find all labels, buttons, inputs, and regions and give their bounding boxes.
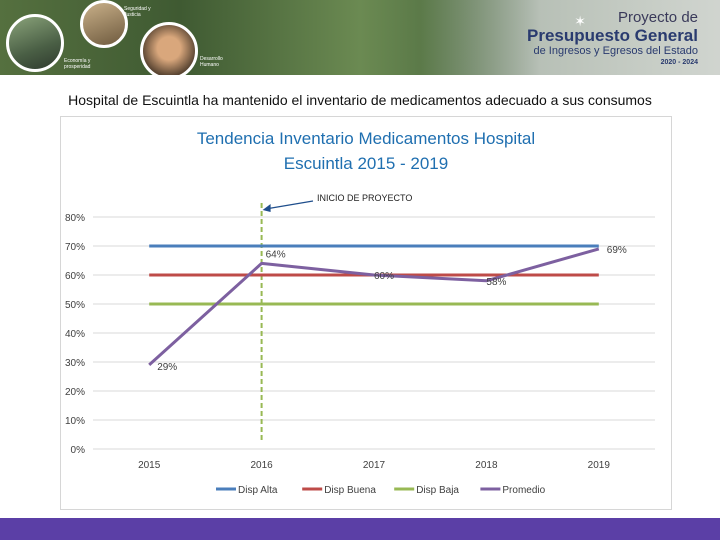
photo-human-development — [140, 22, 198, 75]
chart-title-line-2: Escuintla 2015 - 2019 — [284, 154, 448, 173]
legend-label: Disp Alta — [238, 485, 278, 496]
y-tick-label: 50% — [65, 300, 85, 311]
annotation-arrow-head — [262, 204, 271, 212]
caption-security: Seguridad y Justicia — [124, 6, 151, 18]
header-banner: Seguridad y Justicia Economía y prosperi… — [0, 0, 720, 75]
x-tick-label: 2016 — [250, 460, 273, 471]
legend-label: Promedio — [502, 485, 545, 496]
caption-economy: Economía y prosperidad — [64, 58, 91, 70]
brand-star-icon: ✶ — [574, 13, 586, 29]
photo-economy — [6, 14, 64, 72]
brand-line-4: 2020 - 2024 — [660, 59, 698, 66]
y-tick-label: 10% — [65, 416, 85, 427]
brand-line-1: Proyecto de — [617, 9, 698, 26]
brand-logo: ✶ Proyecto de Presupuesto General de Ing… — [527, 10, 698, 67]
line-chart: Tendencia Inventario Medicamentos Hospit… — [65, 129, 655, 496]
x-tick-label: 2017 — [363, 460, 386, 471]
data-label: 58% — [486, 277, 506, 288]
banner-fade — [420, 0, 720, 75]
y-tick-label: 20% — [65, 387, 85, 398]
brand-line-2: Presupuesto General — [526, 26, 698, 45]
x-tick-label: 2019 — [588, 460, 611, 471]
data-label: 29% — [157, 362, 177, 373]
y-tick-label: 70% — [65, 242, 85, 253]
annotation-label: INICIO DE PROYECTO — [317, 193, 412, 203]
annotation-arrow — [265, 200, 314, 210]
y-tick-label: 30% — [65, 358, 85, 369]
data-label: 64% — [266, 249, 286, 260]
caption-human-development: Desarrollo Humano — [200, 56, 223, 68]
y-tick-label: 0% — [71, 445, 86, 456]
data-label: 69% — [607, 245, 627, 256]
footer-bar — [0, 518, 720, 540]
chart-card: Tendencia Inventario Medicamentos Hospit… — [60, 116, 672, 510]
legend-label: Disp Baja — [416, 485, 459, 496]
y-tick-label: 80% — [65, 213, 85, 224]
data-label: 60% — [374, 271, 394, 282]
legend-label: Disp Buena — [324, 485, 376, 496]
y-tick-label: 60% — [65, 271, 85, 282]
chart-title-line-1: Tendencia Inventario Medicamentos Hospit… — [197, 129, 535, 148]
brand-line-3: de Ingresos y Egresos del Estado — [533, 45, 698, 57]
x-tick-label: 2018 — [475, 460, 498, 471]
page-heading: Hospital de Escuintla ha mantenido el in… — [68, 92, 652, 108]
x-tick-label: 2015 — [138, 460, 161, 471]
series-line-promedio — [148, 247, 600, 367]
y-tick-label: 40% — [65, 329, 85, 340]
photo-security — [80, 0, 128, 48]
